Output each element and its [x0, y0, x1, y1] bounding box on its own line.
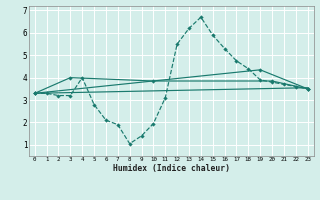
X-axis label: Humidex (Indice chaleur): Humidex (Indice chaleur) — [113, 164, 230, 173]
